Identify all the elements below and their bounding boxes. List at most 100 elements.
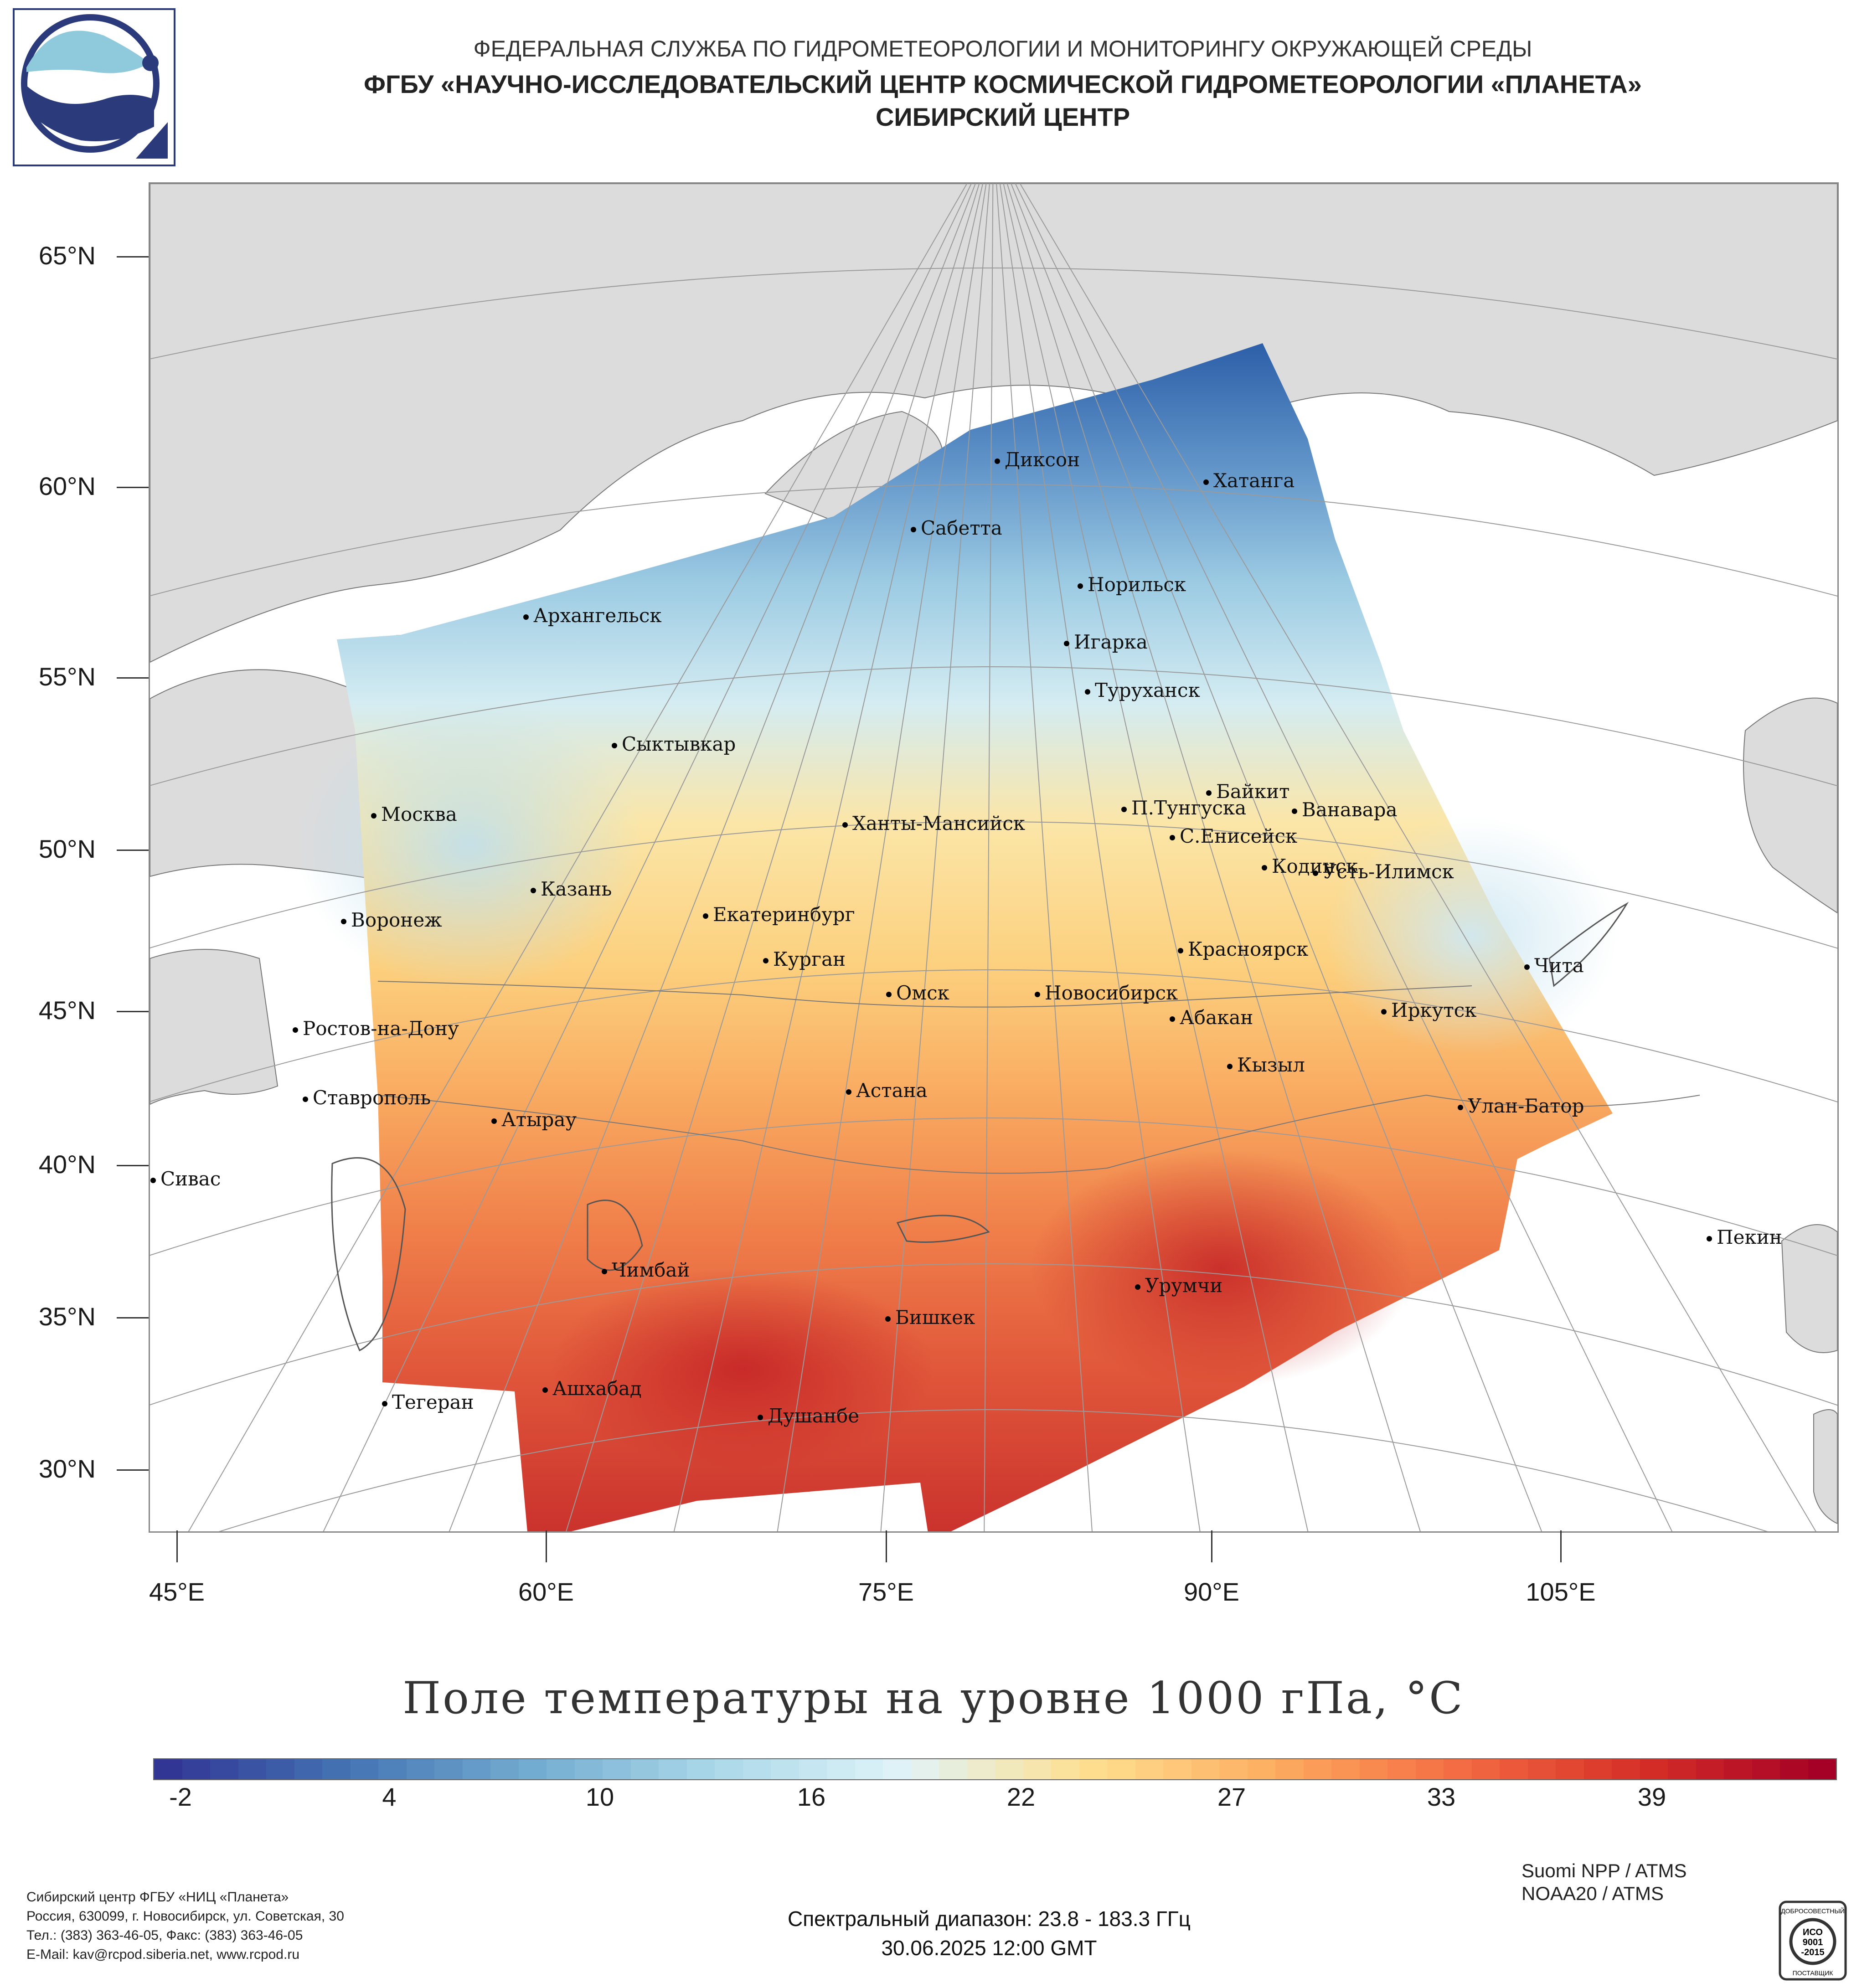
city-label: Кызыл [1227,1054,1305,1076]
svg-text:ДОБРОСОВЕСТНЫЙ: ДОБРОСОВЕСТНЫЙ [1781,1907,1845,1915]
lat-tick-30 [117,1469,149,1471]
colorbar-tick-label: 22 [1006,1782,1036,1811]
lat-label-50: 50°N [38,834,96,863]
colorbar-cell [1051,1759,1079,1779]
colorbar-cell [434,1759,463,1779]
colorbar-cell [1752,1759,1780,1779]
city-label: Сивас [150,1168,221,1190]
colorbar-cell [1135,1759,1163,1779]
colorbar-cell [1444,1759,1472,1779]
city-label: Байкит [1206,780,1289,803]
timestamp: 30.06.2025 12:00 GMT [881,1936,1097,1960]
colorbar-cell [659,1759,687,1779]
product-info: Спектральный диапазон: 23.8 - 183.3 ГГц … [629,1904,1349,1962]
colorbar-cell [1471,1759,1500,1779]
colorbar-cell [490,1759,519,1779]
colorbar-cell [182,1759,210,1779]
colorbar-cell [939,1759,967,1779]
colorbar-cell [1303,1759,1331,1779]
city-label: П.Тунгуска [1121,797,1246,819]
colorbar-tick-label: 33 [1427,1782,1456,1811]
city-label: Тегеран [382,1391,474,1413]
city-label: Диксон [995,448,1080,471]
lat-label-40: 40°N [38,1150,96,1179]
planeta-logo [13,8,175,166]
lat-label-65: 65°N [38,241,96,270]
header-agency: ФЕДЕРАЛЬНАЯ СЛУЖБА ПО ГИДРОМЕТЕОРОЛОГИИ … [473,36,1532,62]
city-label: С.Енисейск [1170,825,1297,847]
city-label: Курган [763,948,846,970]
city-label: Туруханск [1085,679,1200,701]
colorbar-cell [1079,1759,1107,1779]
lon-tick-60 [546,1530,547,1562]
colorbar-cell [603,1759,631,1779]
colorbar-cell [406,1759,434,1779]
colorbar-cell [462,1759,490,1779]
lat-tick-35 [117,1317,149,1318]
colorbar-cell [574,1759,603,1779]
city-label: Сыктывкар [612,733,736,755]
colorbar-cell [967,1759,995,1779]
colorbar-cell [995,1759,1023,1779]
colorbar-cell [1696,1759,1724,1779]
lat-label-60: 60°N [38,472,96,500]
contact-email: E-Mail: kav@rcpod.siberia.net, www.rcpod… [26,1947,300,1962]
city-label: Хатанга [1203,469,1295,492]
colorbar-cell [630,1759,659,1779]
city-label: Екатеринбург [703,903,855,926]
city-label: Иркутск [1381,999,1476,1021]
colorbar-tick-label: -2 [169,1782,192,1811]
city-label: Чимбай [602,1259,690,1281]
colorbar-cell [799,1759,827,1779]
colorbar-cell [855,1759,883,1779]
city-label: Омск [886,982,949,1004]
colorbar-cell [350,1759,378,1779]
colorbar-cell [1023,1759,1051,1779]
spectral-range: Спектральный диапазон: 23.8 - 183.3 ГГц [787,1907,1191,1931]
colorbar-cell [771,1759,799,1779]
colorbar-cell [911,1759,939,1779]
colorbar-cell [1640,1759,1668,1779]
colorbar-tick-label: 10 [585,1782,614,1811]
contact-address: Россия, 630099, г. Новосибирск, ул. Сове… [26,1909,344,1924]
colorbar-cell [1556,1759,1584,1779]
city-label: Улан-Батор [1458,1095,1584,1117]
lon-tick-45 [176,1530,178,1562]
lon-label-90: 90°E [1183,1577,1240,1606]
colorbar-cell [1808,1759,1836,1779]
instrument-info: Suomi NPP / ATMS NOAA20 / ATMS [1521,1859,1687,1905]
colorbar-cell [743,1759,771,1779]
colorbar-cell [1668,1759,1696,1779]
colorbar-cell [238,1759,266,1779]
colorbar-cell [1387,1759,1416,1779]
colorbar-cell [154,1759,182,1779]
instrument-1: Suomi NPP / ATMS [1521,1860,1687,1881]
lon-label-60: 60°E [518,1577,574,1606]
colorbar-cell [1163,1759,1191,1779]
city-label: Воронеж [341,909,442,931]
colorbar-cell [1415,1759,1444,1779]
city-label: Усть-Илимск [1313,860,1454,883]
svg-text:ИСО: ИСО [1803,1927,1823,1937]
svg-text:ПОСТАВЩИК: ПОСТАВЩИК [1793,1969,1834,1977]
city-label: Пекин [1707,1226,1782,1248]
colorbar-cell [827,1759,855,1779]
colorbar-tick-label: 27 [1217,1782,1246,1811]
contact-org: Сибирский центр ФГБУ «НИЦ «Планета» [26,1890,289,1905]
lon-tick-105 [1560,1530,1562,1562]
colorbar-cell [547,1759,575,1779]
lat-label-55: 55°N [38,662,96,691]
lat-tick-45 [117,1011,149,1012]
colorbar [153,1758,1837,1780]
lat-tick-65 [117,256,149,258]
colorbar-cell [378,1759,407,1779]
chart-title: Поле температуры на уровне 1000 гПа, °C [402,1673,1465,1724]
svg-text:-2015: -2015 [1801,1947,1824,1957]
colorbar-cell [1247,1759,1275,1779]
colorbar-cell [883,1759,911,1779]
lat-label-45: 45°N [38,996,96,1025]
colorbar-tick-label: 39 [1637,1782,1666,1811]
colorbar-cell [518,1759,547,1779]
lon-label-105: 105°E [1526,1577,1596,1606]
colorbar-cell [1500,1759,1528,1779]
